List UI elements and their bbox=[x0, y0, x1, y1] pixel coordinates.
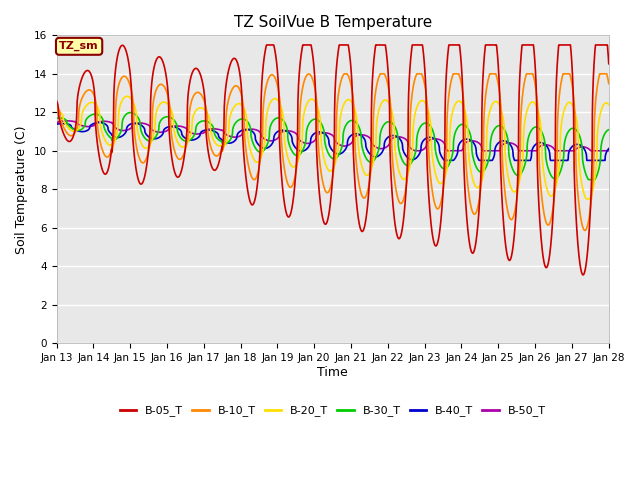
Y-axis label: Soil Temperature (C): Soil Temperature (C) bbox=[15, 125, 28, 253]
Text: TZ_sm: TZ_sm bbox=[60, 41, 99, 51]
Legend: B-05_T, B-10_T, B-20_T, B-30_T, B-40_T, B-50_T: B-05_T, B-10_T, B-20_T, B-30_T, B-40_T, … bbox=[115, 401, 550, 421]
X-axis label: Time: Time bbox=[317, 366, 348, 379]
Title: TZ SoilVue B Temperature: TZ SoilVue B Temperature bbox=[234, 15, 432, 30]
